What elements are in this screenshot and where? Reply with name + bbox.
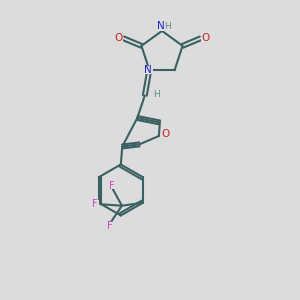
Text: F: F (109, 181, 114, 190)
Bar (113, 34, 123, 42)
Bar (142, 66, 153, 74)
Text: F: F (92, 199, 98, 209)
Text: O: O (161, 130, 169, 140)
Text: O: O (114, 33, 122, 43)
Bar (156, 22, 168, 31)
Text: N: N (144, 65, 152, 75)
Bar (161, 130, 170, 138)
Text: O: O (202, 33, 210, 43)
Text: H: H (153, 90, 160, 99)
Bar (107, 182, 116, 189)
Bar (106, 222, 114, 229)
Bar (201, 34, 211, 42)
Text: N: N (157, 21, 164, 32)
Text: F: F (107, 220, 113, 230)
Bar (91, 200, 99, 208)
Text: H: H (164, 22, 171, 31)
Bar (152, 91, 160, 99)
